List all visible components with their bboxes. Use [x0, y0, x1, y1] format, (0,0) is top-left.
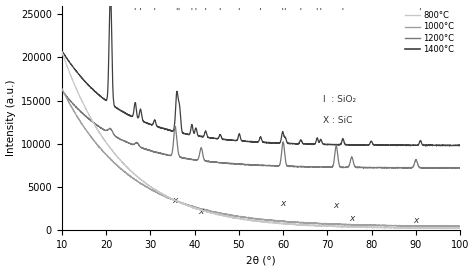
Text: X : SiC: X : SiC: [323, 116, 352, 125]
Legend: 800°C, 1000°C, 1200°C, 1400°C: 800°C, 1000°C, 1200°C, 1400°C: [403, 10, 456, 55]
Text: x: x: [333, 201, 339, 211]
Y-axis label: Intensity (a.u.): Intensity (a.u.): [6, 80, 16, 156]
Text: x: x: [172, 196, 178, 205]
Text: I  : SiO₂: I : SiO₂: [323, 95, 356, 104]
Text: x: x: [349, 214, 354, 222]
X-axis label: 2θ (°): 2θ (°): [246, 256, 276, 265]
Text: x: x: [413, 216, 418, 225]
Text: x: x: [280, 199, 286, 208]
Text: x: x: [199, 207, 204, 216]
